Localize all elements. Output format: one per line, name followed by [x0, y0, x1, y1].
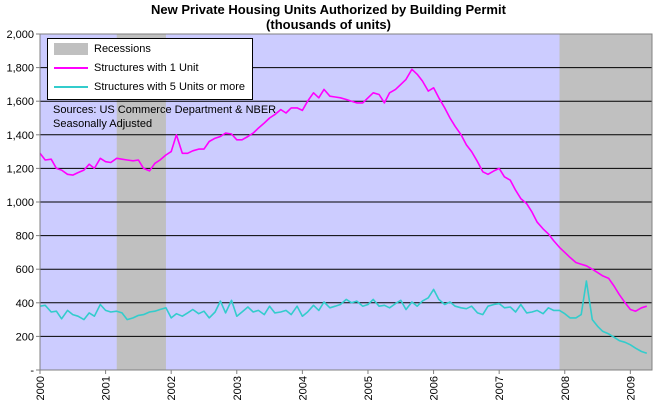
x-tick-label: 2005	[363, 376, 375, 400]
chart-subtitle: (thousands of units)	[266, 17, 391, 32]
legend-item-recessions: Recessions	[54, 42, 151, 56]
y-tick-label: 1,800	[6, 63, 34, 75]
y-tick-label: 1,200	[6, 163, 34, 175]
x-tick-label: 2006	[429, 376, 441, 400]
y-tick-label: 1,000	[6, 197, 34, 209]
x-tick-label: 2003	[232, 376, 244, 400]
x-tick-label: 2000	[35, 376, 47, 400]
series-line-5-units	[39, 280, 648, 354]
sources-note: Sources: US Commerce Department & NBER	[53, 104, 277, 116]
legend-item-1-unit: Structures with 1 Unit	[54, 61, 199, 75]
x-tick-label: 2001	[101, 376, 113, 400]
legend-label-recessions: Recessions	[94, 43, 151, 55]
y-tick-label: 800	[16, 231, 34, 243]
legend-swatch-recessions	[54, 43, 88, 55]
x-tick-label: 2007	[494, 376, 506, 400]
series-line-1-unit	[39, 68, 648, 313]
x-tick-label: 2002	[166, 376, 178, 400]
y-tick-label: 1,400	[6, 130, 34, 142]
y-tick-label: 600	[16, 264, 34, 276]
y-tick-label: 400	[16, 298, 34, 310]
legend-swatch-1-unit	[54, 67, 88, 69]
chart-title: New Private Housing Units Authorized by …	[151, 2, 506, 17]
legend-item-5-units: Structures with 5 Units or more	[54, 80, 245, 94]
x-tick-label: 2004	[297, 376, 309, 400]
legend-label-5-units: Structures with 5 Units or more	[94, 81, 245, 93]
y-tick-label: -	[30, 365, 34, 377]
x-tick-label: 2008	[560, 376, 572, 400]
adjustment-note: Seasonally Adjusted	[53, 118, 153, 130]
legend-swatch-5-units	[54, 86, 88, 88]
y-tick-label: 200	[16, 331, 34, 343]
legend-label-1-unit: Structures with 1 Unit	[94, 62, 199, 74]
chart-legend: Recessions Structures with 1 Unit Struct…	[47, 38, 253, 100]
y-tick-label: 2,000	[6, 29, 34, 41]
x-tick-label: 2009	[625, 376, 637, 400]
y-tick-label: 1,600	[6, 96, 34, 108]
